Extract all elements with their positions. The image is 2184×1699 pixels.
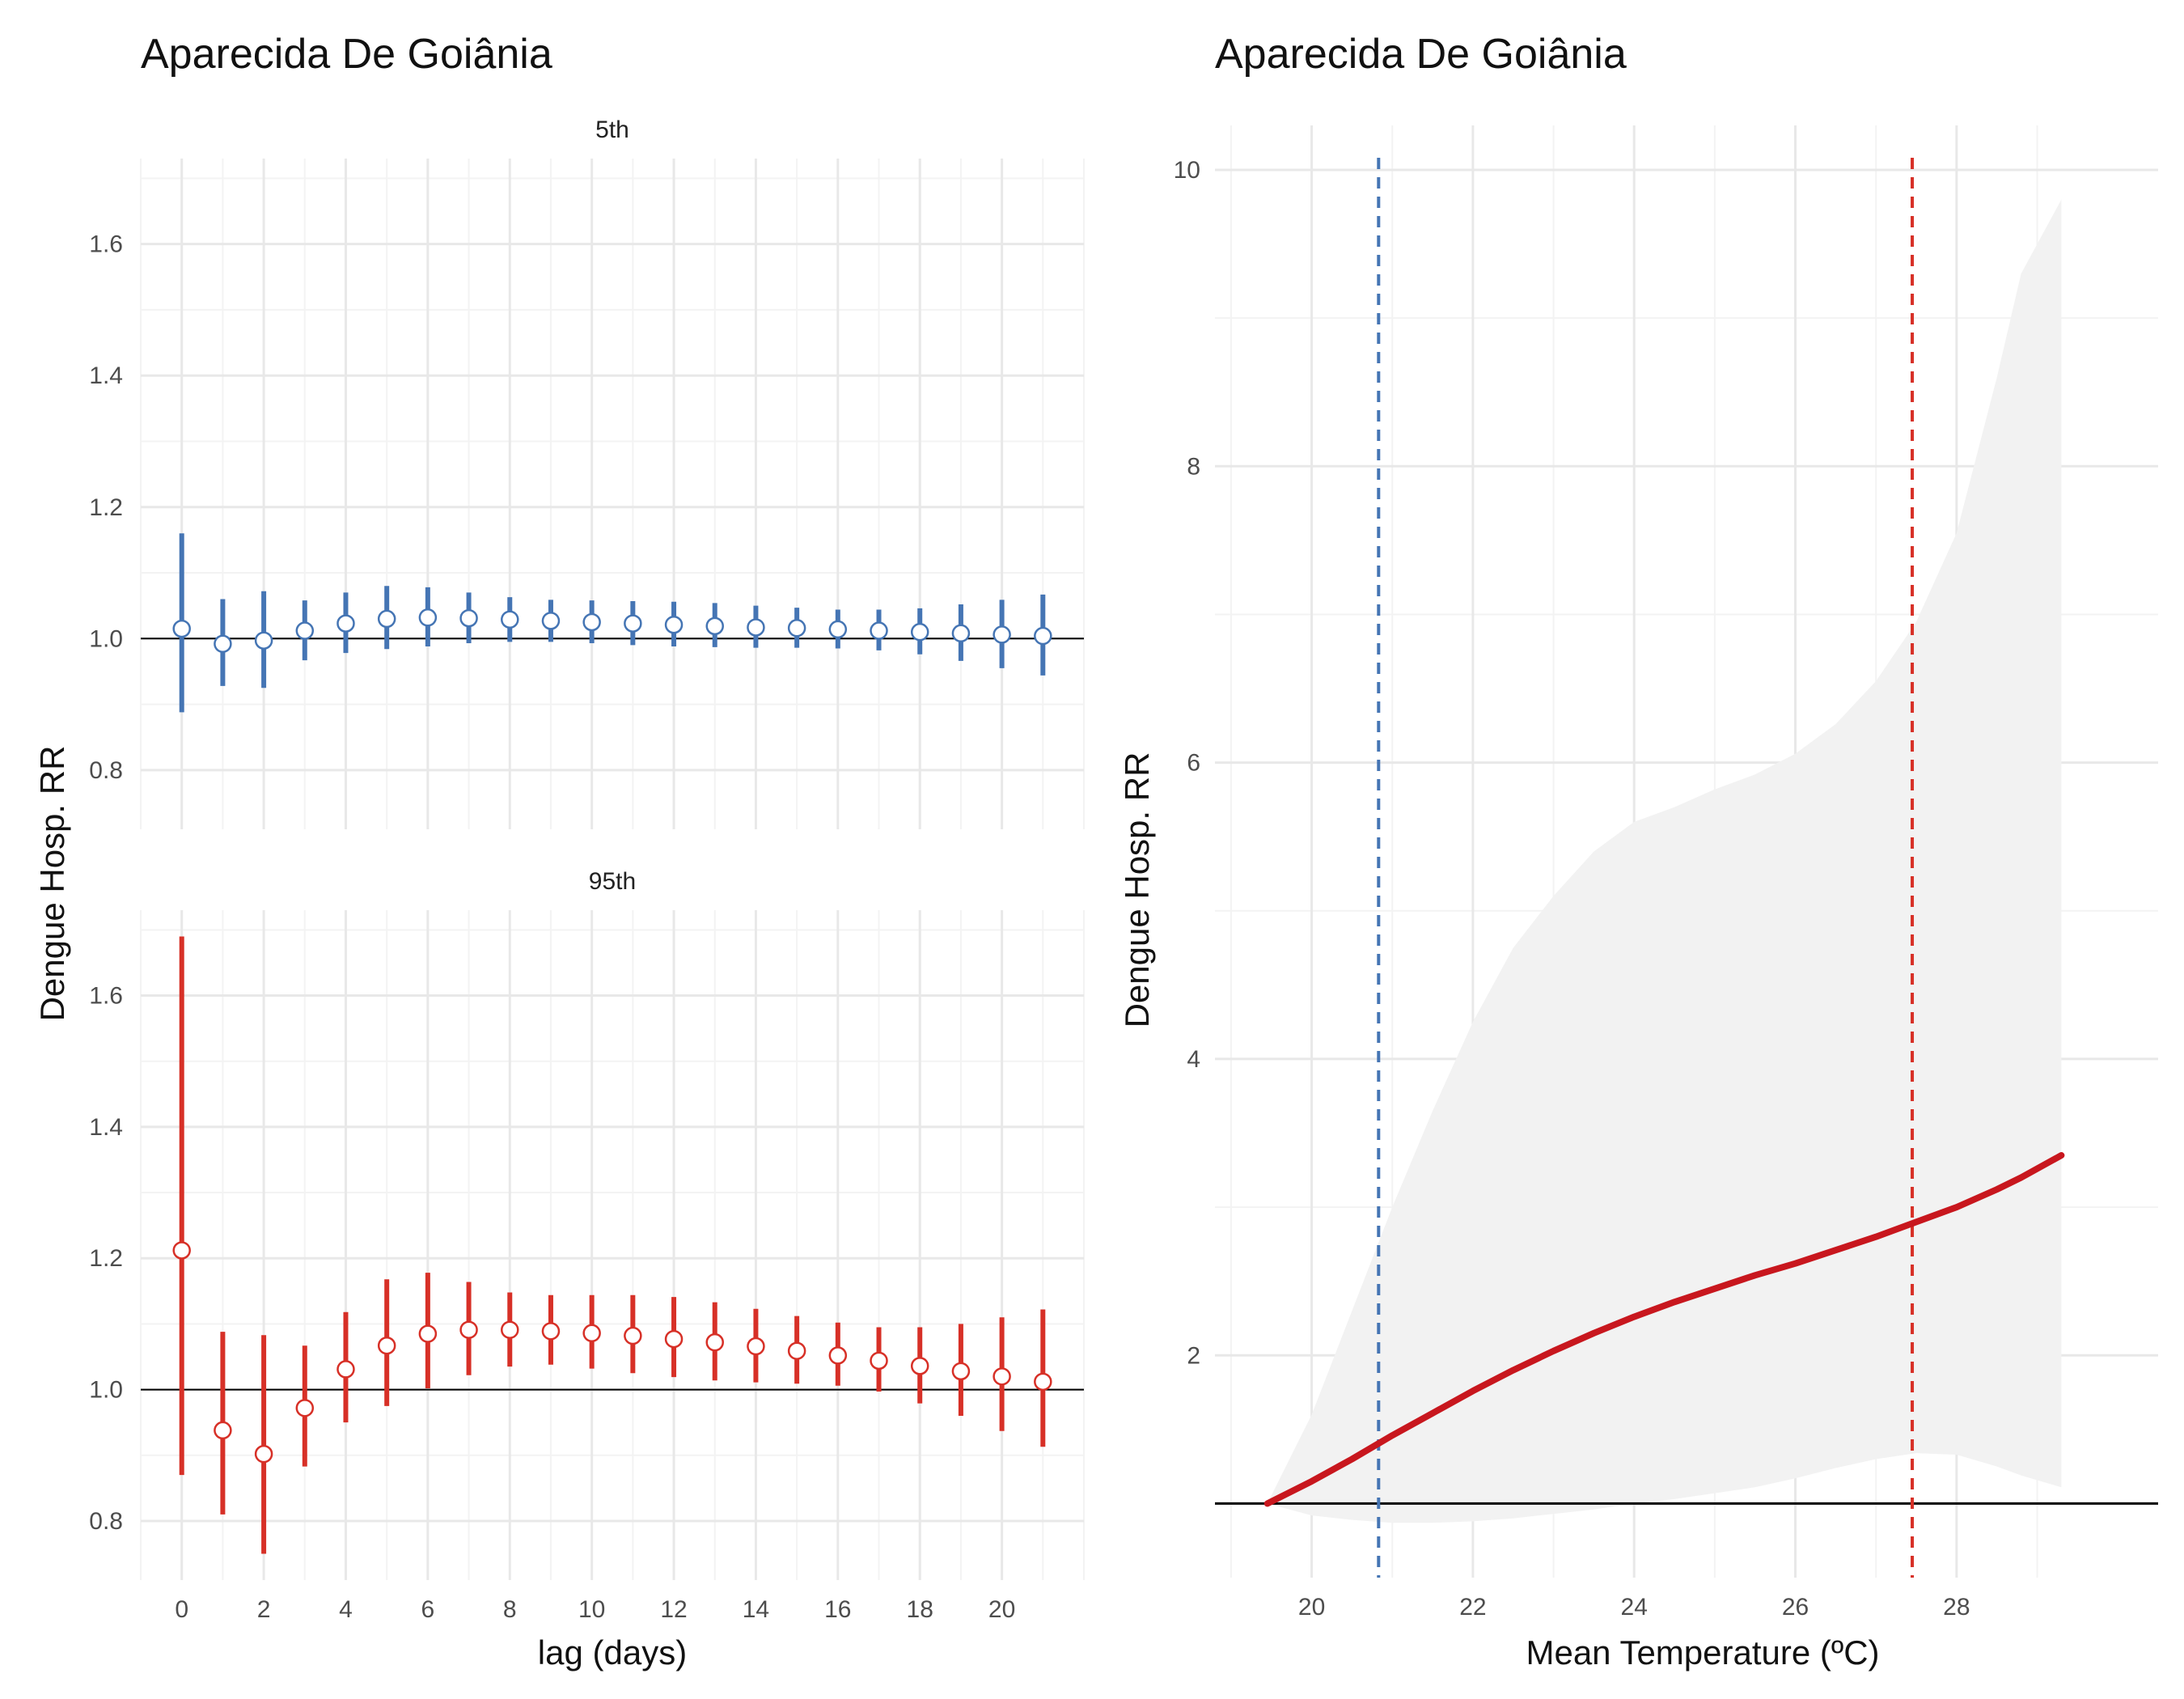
y-tick-label: 1.6 [89,231,123,258]
x-tick-label: 0 [175,1596,188,1623]
estimate-point [214,1421,232,1440]
estimate-point [747,1337,765,1356]
x-tick-label: 8 [503,1596,517,1623]
estimate-point [582,1324,601,1343]
confidence-band [1267,199,2062,1523]
estimate-point [459,1320,478,1339]
estimate-point [377,1336,396,1355]
y-tick-label: 1.4 [89,362,123,389]
estimate-point [254,1444,273,1464]
estimate-point [172,619,191,638]
left-xlabel: lag (days) [538,1633,687,1671]
estimate-point [993,1367,1011,1386]
estimate-point [295,621,315,640]
estimate-point [295,1399,315,1417]
left-ylabel: Dengue Hosp. RR [33,746,71,1022]
estimate-point [747,618,765,637]
estimate-point [664,1329,684,1349]
y-tick-label: 10 [1174,157,1200,184]
y-tick-label: 0.8 [89,1508,123,1535]
estimate-point [501,1320,519,1339]
estimate-point [910,1357,929,1375]
y-tick-label: 8 [1187,453,1200,480]
estimate-point [951,624,971,643]
estimate-point [501,610,519,629]
estimate-point [870,621,888,640]
facet-strip-95th: 95th [589,868,636,895]
x-tick-label: 20 [1298,1594,1325,1621]
facet-panel-5th: 0.8 1.0 1.2 1.4 1.6 [89,159,1085,829]
estimate-point [418,608,438,627]
y-tick-label: 4 [1187,1046,1200,1073]
x-tick-label: 14 [743,1596,769,1623]
estimate-point [828,620,848,639]
estimate-point [1034,626,1052,646]
estimate-point [254,631,273,650]
estimate-point [870,1351,888,1371]
estimate-point [214,634,232,654]
x-tick-label: 16 [824,1596,851,1623]
estimate-point [541,1322,561,1341]
y-tick-label: 6 [1187,750,1200,777]
estimate-point [459,608,478,628]
x-tick-label: 10 [578,1596,605,1623]
estimate-point [624,614,642,633]
x-tick-label: 22 [1459,1594,1486,1621]
x-tick-label: 28 [1943,1594,1970,1621]
estimate-point [1034,1372,1052,1392]
estimate-point [664,615,684,634]
y-tick-label: 2 [1187,1342,1200,1369]
y-tick-label: 1.0 [89,625,123,652]
y-tick-label: 1.0 [89,1377,123,1404]
estimate-point [787,1341,806,1360]
facet-panel-95th: 0.8 1.0 1.2 1.4 1.6 0 2 4 6 8 10 12 14 16 18 20 [89,910,1085,1623]
estimate-point [418,1324,438,1343]
estimate-point [377,609,396,629]
estimate-point [705,616,724,636]
y-tick-label: 1.2 [89,1245,123,1272]
estimate-point [541,612,561,630]
estimate-point [336,614,355,633]
y-tick-label: 1.6 [89,983,123,1010]
x-tick-label: 6 [421,1596,435,1623]
x-tick-label: 26 [1782,1594,1809,1621]
estimate-point [910,622,929,642]
rr-curve [1263,1152,2065,1507]
right-ylabel: Dengue Hosp. RR [1118,752,1156,1028]
x-tick-label: 4 [339,1596,353,1623]
facet-strip-5th: 5th [595,117,629,143]
x-tick-label: 24 [1621,1594,1648,1621]
estimate-point [336,1360,355,1379]
estimate-point [705,1333,724,1352]
x-tick-label: 12 [660,1596,687,1623]
estimate-point [624,1326,642,1345]
y-tick-label: 1.4 [89,1114,123,1141]
x-tick-label: 20 [988,1596,1015,1623]
right-xlabel: Mean Temperature (ºC) [1526,1633,1879,1671]
left-title: Aparecida De Goiânia [141,31,552,78]
estimate-point [787,619,806,638]
y-tick-label: 1.2 [89,494,123,521]
estimate-point [828,1346,848,1365]
right-title: Aparecida De Goiânia [1215,31,1627,78]
estimate-point [951,1362,971,1381]
estimate-point [582,612,601,632]
x-tick-label: 2 [257,1596,271,1623]
estimate-point [993,625,1011,644]
x-tick-label: 18 [907,1596,933,1623]
y-tick-label: 0.8 [89,757,123,784]
estimate-point [172,1241,191,1260]
